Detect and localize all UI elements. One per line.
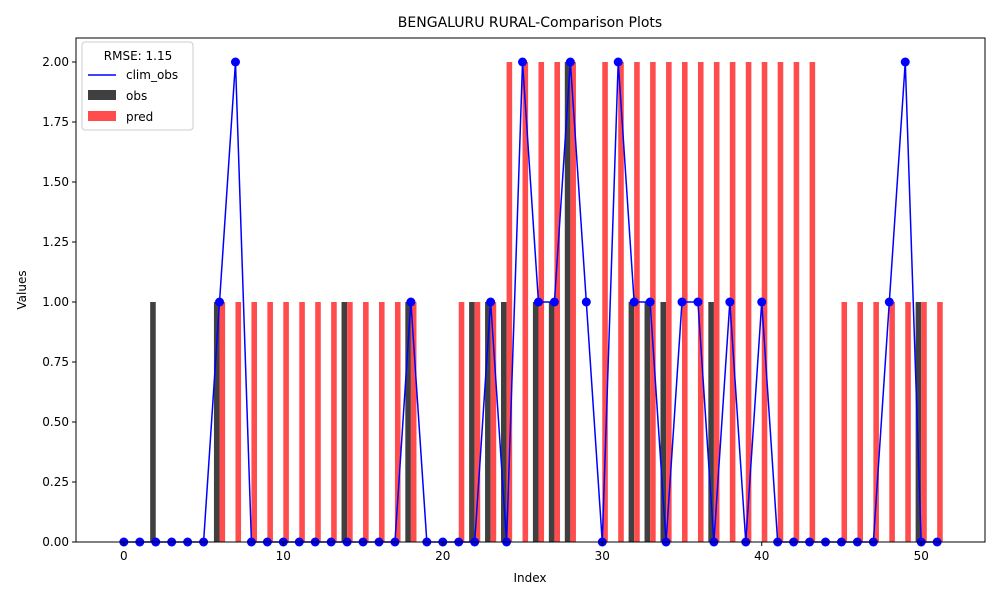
legend: RMSE: 1.15 clim_obs obs pred (81, 41, 194, 131)
pred-bar-42 (793, 62, 800, 542)
clim-obs-point-23 (486, 297, 496, 307)
pred-bar-14 (347, 302, 353, 542)
legend-label-clim-obs: clim_obs (126, 68, 178, 82)
pred-bar-13 (331, 302, 337, 542)
legend-label-pred: pred (126, 110, 153, 124)
clim-obs-point-28 (565, 57, 575, 67)
x-tick-label-20: 20 (435, 549, 450, 563)
obs-bar-22 (469, 302, 475, 542)
pred-bar-9 (267, 302, 273, 542)
clim-obs-point-40 (757, 297, 767, 307)
legend-swatch-pred (88, 111, 116, 121)
pred-bar-21 (458, 302, 465, 542)
clim-obs-point-7 (230, 57, 240, 67)
chart-title: BENGALURU RURAL-Comparison Plots (398, 15, 662, 31)
pred-bar-8 (251, 302, 258, 542)
clim-obs-point-33 (645, 297, 655, 307)
pred-bar-37 (713, 62, 720, 542)
pred-bar-23 (490, 302, 497, 542)
y-axis: 0.00 0.25 0.50 0.75 1.00 1.25 1.50 1.75 2.00 (42, 55, 76, 549)
clim-obs-point-49 (900, 57, 910, 67)
pred-bar-7 (235, 302, 242, 542)
clim-obs-point-27 (549, 297, 559, 307)
pred-bar-39 (745, 62, 752, 542)
pred-bar-18 (410, 302, 417, 542)
y-tick-label-3: 0.75 (42, 355, 69, 369)
y-tick-label-1: 0.25 (42, 475, 69, 489)
plot-frame (75, 37, 986, 543)
clim-obs-point-31 (613, 57, 623, 67)
obs-bar-28 (564, 62, 571, 542)
clim-obs-point-48 (884, 297, 894, 307)
pred-bar-10 (283, 302, 289, 542)
legend-swatch-obs (88, 90, 116, 100)
pred-bar-34 (666, 62, 672, 542)
clim-obs-point-18 (406, 297, 416, 307)
pred-bar-12 (315, 302, 321, 542)
pred-bar-43 (809, 62, 816, 542)
plot-area (119, 57, 943, 547)
x-tick-label-50: 50 (914, 549, 929, 563)
pred-bar-24 (506, 62, 513, 542)
clim-obs-point-25 (518, 57, 528, 67)
clim-obs-point-35 (677, 297, 687, 307)
legend-label-obs: obs (126, 89, 147, 103)
y-axis-label: Values (15, 270, 29, 309)
x-axis: 0 10 20 30 40 50 (120, 542, 929, 563)
legend-box (81, 41, 194, 131)
obs-bar-26 (532, 302, 539, 542)
obs-bar-24 (500, 302, 507, 542)
pred-bar-47 (873, 302, 879, 542)
pred-bar-48 (889, 302, 895, 542)
pred-bar-45 (841, 302, 848, 542)
pred-bar-17 (394, 302, 401, 542)
x-axis-label: Index (513, 571, 546, 585)
y-tick-label-0: 0.00 (42, 535, 69, 549)
clim-obs-point-29 (581, 297, 591, 307)
y-tick-label-2: 0.50 (42, 415, 69, 429)
clim-obs-point-32 (629, 297, 639, 307)
pred-bar-50 (921, 302, 927, 542)
legend-title: RMSE: 1.15 (104, 49, 172, 63)
obs-bar-18 (405, 302, 411, 542)
pred-bar-25 (522, 62, 529, 542)
clim-obs-point-36 (693, 297, 703, 307)
obs-bar-34 (660, 302, 667, 542)
obs-bar-50 (915, 302, 922, 542)
clim-obs-point-38 (725, 297, 735, 307)
y-tick-label-4: 1.00 (42, 295, 69, 309)
x-tick-label-40: 40 (754, 549, 769, 563)
obs-bar-37 (708, 302, 714, 542)
obs-bar-14 (341, 302, 348, 542)
x-tick-label-30: 30 (595, 549, 610, 563)
clim-obs-point-26 (533, 297, 543, 307)
y-tick-label-5: 1.25 (42, 235, 69, 249)
pred-bar-31 (618, 62, 624, 542)
x-tick-label-10: 10 (276, 549, 291, 563)
pred-bar-49 (905, 302, 911, 542)
obs-bar-23 (485, 302, 491, 542)
clim-obs-point-6 (215, 297, 225, 307)
pred-bar-41 (777, 62, 784, 542)
obs-bar-33 (644, 302, 651, 542)
pred-bar-22 (474, 302, 481, 542)
pred-bar-6 (219, 302, 226, 542)
obs-bar-32 (628, 302, 635, 542)
obs-bar-2 (150, 302, 156, 542)
pred-bar-51 (937, 302, 943, 542)
pred-bar-11 (299, 302, 305, 542)
pred-bar-16 (379, 302, 385, 542)
x-tick-label-0: 0 (120, 549, 128, 563)
pred-bar-28 (570, 62, 576, 542)
obs-bar-6 (213, 302, 220, 542)
y-tick-label-6: 1.50 (42, 175, 69, 189)
obs-bar-27 (548, 302, 555, 542)
y-tick-label-7: 1.75 (42, 115, 69, 129)
y-tick-label-8: 2.00 (42, 55, 69, 69)
pred-bar-15 (363, 302, 369, 542)
pred-bar-30 (602, 62, 608, 542)
pred-bar-46 (857, 302, 864, 542)
